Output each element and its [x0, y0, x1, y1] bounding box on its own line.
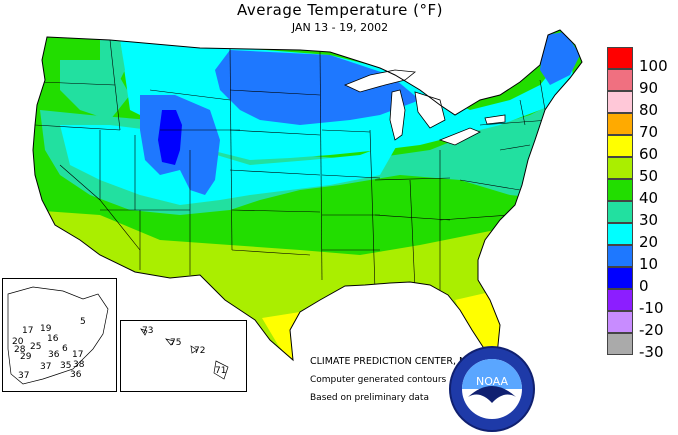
- lake-huron: [414, 91, 446, 129]
- us-outline: [32, 29, 583, 362]
- alaska-station-value: 5: [80, 317, 86, 327]
- credit-center: CLIMATE PREDICTION CENTER, NOAA: [310, 356, 487, 367]
- legend-swatch: [607, 333, 633, 355]
- alaska-station-value: 16: [47, 334, 59, 344]
- legend-label: 50: [639, 167, 659, 185]
- alaska-station-value: 37: [18, 371, 30, 381]
- legend-label: 100: [639, 57, 668, 75]
- legend-label: 10: [639, 255, 659, 273]
- alaska-station-value: 6: [62, 344, 68, 354]
- legend-swatch: [607, 201, 633, 223]
- hawaii-station-value: 75: [170, 338, 182, 348]
- lake-superior: [343, 69, 417, 93]
- alaska-station-value: 36: [48, 350, 60, 360]
- hawaii-station-value: 73: [142, 326, 154, 336]
- contour-10-maine: [540, 32, 580, 85]
- map-date-range: JAN 13 - 19, 2002: [291, 21, 389, 34]
- legend-label: 20: [639, 233, 659, 251]
- hawaii-outline: [140, 328, 229, 380]
- contour-60-florida: [455, 292, 505, 360]
- legend-label: -10: [639, 299, 664, 317]
- lake-michigan: [389, 89, 406, 141]
- legend-label: 90: [639, 79, 659, 97]
- legend-swatch: [607, 245, 633, 267]
- alaska-station-value: 17: [22, 326, 34, 336]
- contour-10-north: [215, 50, 420, 125]
- alaska-station-value: 19: [40, 324, 52, 334]
- legend-swatch: [607, 267, 633, 289]
- legend-label: -30: [639, 343, 664, 361]
- state-borders: [34, 39, 551, 291]
- noaa-logo-text: NOAA: [476, 375, 509, 388]
- legend-label: 0: [639, 277, 649, 295]
- legend-label: 30: [639, 211, 659, 229]
- legend-swatch: [607, 311, 633, 333]
- alaska-station-value: 17: [72, 350, 84, 360]
- alaska-station-value: 20: [12, 337, 24, 347]
- lake-erie: [438, 127, 481, 146]
- legend-swatch: [607, 179, 633, 201]
- legend-label: 80: [639, 101, 659, 119]
- alaska-station-value: 28: [14, 345, 26, 355]
- alaska-inset: [2, 278, 117, 392]
- alaska-station-value: 38: [73, 360, 85, 370]
- legend-swatch: [607, 223, 633, 245]
- map-title: Average Temperature (°F): [237, 1, 443, 19]
- hawaii-inset: [120, 320, 247, 392]
- legend-label: 40: [639, 189, 659, 207]
- legend-label: 60: [639, 145, 659, 163]
- credit-preliminary: Based on preliminary data: [310, 393, 429, 403]
- contour-0-wyoming: [158, 110, 182, 165]
- lake-ontario: [484, 114, 506, 125]
- legend-swatch: [607, 157, 633, 179]
- legend-label: -20: [639, 321, 664, 339]
- hawaii-station-value: 71: [215, 366, 227, 376]
- legend-swatch: [607, 47, 633, 69]
- legend-swatch: [607, 113, 633, 135]
- hawaii-station-value: 72: [194, 346, 206, 356]
- alaska-outline: [7, 286, 109, 385]
- alaska-station-value: 35: [60, 361, 72, 371]
- legend-label: 70: [639, 123, 659, 141]
- legend-swatch: [607, 69, 633, 91]
- alaska-station-value: 25: [30, 342, 42, 352]
- legend-swatch: [607, 289, 633, 311]
- legend-swatch: [607, 91, 633, 113]
- alaska-station-value: 29: [20, 352, 32, 362]
- alaska-station-value: 36: [70, 370, 82, 380]
- legend-swatch: [607, 135, 633, 157]
- credit-contours: Computer generated contours: [310, 375, 447, 385]
- noaa-logo-icon: NOAA: [449, 346, 535, 432]
- great-lakes: [343, 69, 506, 146]
- alaska-station-value: 37: [40, 362, 52, 372]
